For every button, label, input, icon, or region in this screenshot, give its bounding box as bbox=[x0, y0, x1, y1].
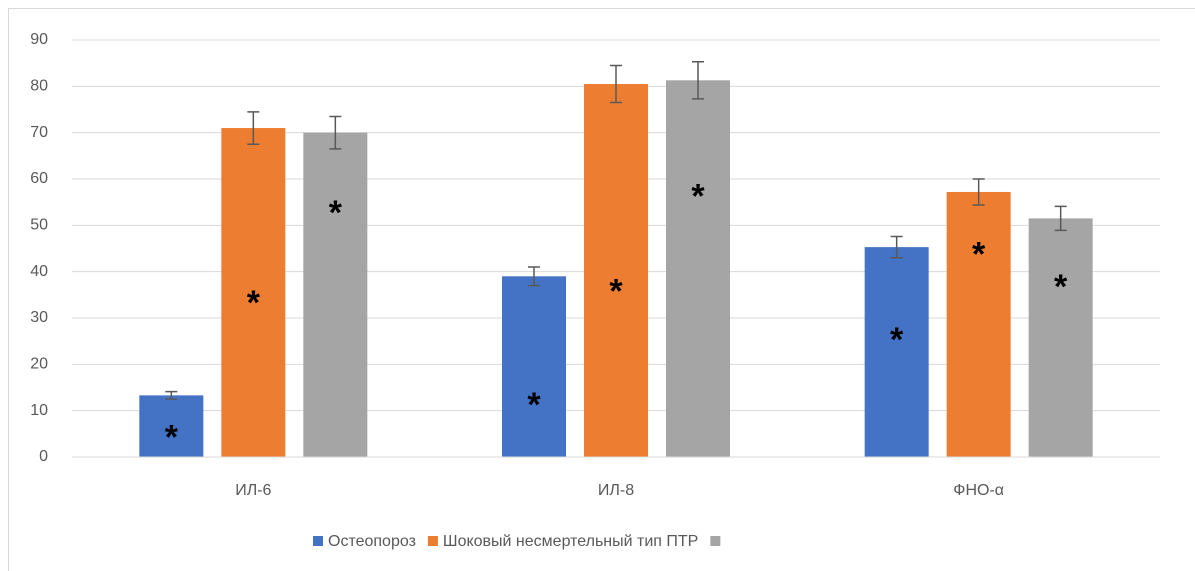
y-tick-label: 40 bbox=[30, 263, 48, 280]
bar bbox=[864, 247, 929, 457]
bar bbox=[946, 191, 1011, 457]
legend-swatch bbox=[427, 536, 438, 546]
annotation: * bbox=[1054, 268, 1068, 306]
error-bar bbox=[247, 111, 260, 145]
annotation: * bbox=[609, 273, 623, 311]
error-bar bbox=[972, 178, 985, 206]
annotation: * bbox=[329, 194, 343, 232]
x-tick-label: ИЛ-8 bbox=[598, 482, 634, 499]
x-tick-label: ИЛ-6 bbox=[235, 482, 271, 499]
annotation: * bbox=[691, 178, 705, 216]
y-tick-label: 30 bbox=[30, 309, 48, 326]
error-bar bbox=[890, 235, 903, 259]
y-tick-label: 70 bbox=[30, 124, 48, 141]
legend-swatch bbox=[313, 536, 323, 546]
annotation: * bbox=[890, 321, 904, 359]
annotation: * bbox=[972, 235, 986, 273]
bar bbox=[502, 276, 566, 457]
legend-label: Остеопороз bbox=[328, 533, 416, 550]
error-bar bbox=[329, 115, 342, 150]
y-tick-label: 20 bbox=[30, 356, 48, 373]
error-bar bbox=[610, 64, 622, 104]
y-tick-label: 50 bbox=[30, 217, 48, 234]
legend-label: Шоковый несмертельный тип ПТР bbox=[443, 533, 698, 550]
bar bbox=[584, 84, 648, 458]
error-bar bbox=[528, 266, 540, 287]
y-tick-label: 60 bbox=[30, 170, 48, 187]
y-tick-label: 80 bbox=[30, 78, 48, 95]
error-bar bbox=[1054, 205, 1067, 232]
y-tick-label: 10 bbox=[30, 402, 48, 419]
annotation: * bbox=[247, 284, 261, 322]
y-tick-label: 90 bbox=[30, 31, 48, 48]
bar bbox=[139, 395, 204, 457]
annotation: * bbox=[527, 386, 541, 424]
annotation: * bbox=[165, 419, 179, 457]
bar bbox=[666, 80, 730, 457]
bar bbox=[1028, 218, 1093, 457]
bar bbox=[303, 132, 368, 457]
x-tick-label: ФНО-α bbox=[953, 482, 1004, 499]
error-bar bbox=[165, 390, 178, 400]
error-bar bbox=[692, 61, 704, 100]
y-tick-label: 0 bbox=[39, 448, 48, 465]
bar bbox=[221, 128, 286, 458]
legend-swatch bbox=[710, 536, 721, 546]
